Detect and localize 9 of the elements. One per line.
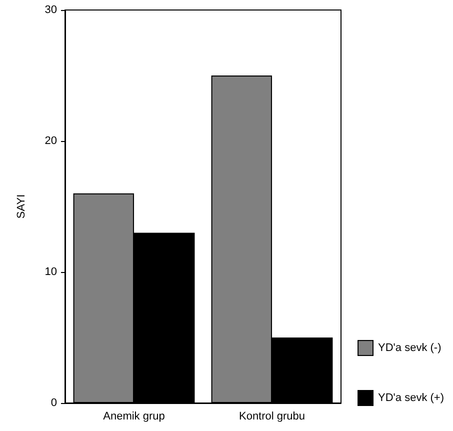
y-axis-title: SAYI [16,194,28,219]
legend-label: YD'a sevk (+) [378,392,444,404]
y-tick-label: 0 [50,397,57,409]
y-tick-label: 20 [44,135,57,147]
y-tick-label: 10 [44,266,57,278]
x-tick-label: Anemik grup [103,410,165,422]
x-tick-label: Kontrol grubu [238,410,306,422]
y-tick-label: 30 [44,4,57,16]
legend-label: YD'a sevk (-) [378,342,442,354]
